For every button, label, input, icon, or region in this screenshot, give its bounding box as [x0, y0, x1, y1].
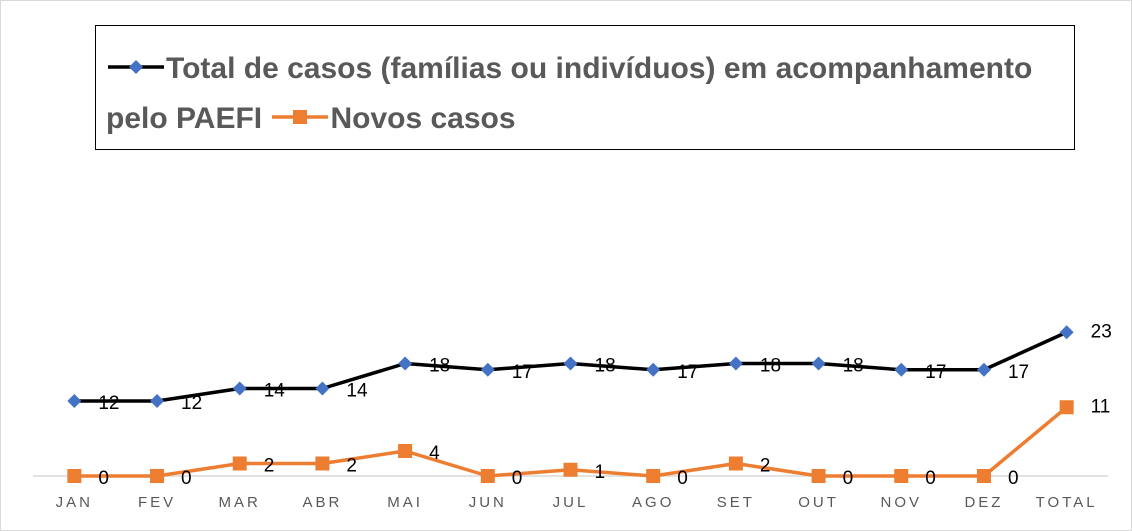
point	[728, 456, 743, 471]
data-label: 17	[1008, 362, 1029, 383]
legend-key	[108, 60, 164, 75]
data-label: 17	[925, 362, 946, 383]
point	[894, 469, 909, 483]
point	[398, 356, 413, 371]
data-label: 11	[1091, 396, 1111, 417]
legend-item: Novos casos	[270, 102, 516, 135]
legend-marker	[293, 110, 308, 125]
point	[315, 456, 330, 471]
data-label: 14	[346, 381, 368, 402]
point	[976, 362, 991, 377]
data-label: 17	[677, 362, 698, 383]
point	[232, 456, 247, 471]
data-label: 0	[677, 468, 688, 489]
point	[728, 356, 743, 371]
legend-label: Novos casos	[330, 102, 516, 135]
data-label: 0	[512, 468, 523, 489]
point	[1059, 325, 1074, 340]
point	[811, 469, 826, 483]
point	[480, 469, 495, 483]
data-label: 1	[595, 462, 606, 483]
point	[811, 356, 826, 371]
x-tick-label: SET	[717, 494, 755, 511]
point	[315, 381, 330, 396]
point	[67, 394, 82, 408]
point	[67, 469, 82, 483]
data-label: 2	[760, 456, 771, 477]
legend-marker	[129, 60, 143, 75]
point	[480, 362, 495, 377]
data-label: 18	[760, 356, 781, 377]
x-tick-label: DEZ	[964, 494, 1003, 511]
x-tick-label: OUT	[798, 494, 839, 511]
data-label: 2	[346, 456, 357, 477]
x-tick-label: TOTAL	[1036, 494, 1098, 511]
x-tick-label: JAN	[56, 494, 93, 511]
data-label: 0	[925, 468, 936, 489]
x-tick-label: MAR	[219, 494, 261, 511]
x-tick-label: JUN	[469, 494, 507, 511]
x-tick-label: NOV	[881, 494, 923, 511]
point	[646, 362, 661, 377]
point	[1059, 400, 1074, 415]
point	[646, 469, 661, 483]
legend-label: Total de casos (famílias ou indivíduos) …	[106, 52, 1033, 135]
x-tick-label: JUL	[553, 494, 589, 511]
point	[563, 462, 578, 477]
x-tick-label: AGO	[632, 494, 674, 511]
legend: Total de casos (famílias ou indivíduos) …	[95, 25, 1075, 150]
data-label: 14	[264, 381, 286, 402]
data-label: 0	[843, 468, 854, 489]
data-label: 23	[1091, 321, 1112, 342]
point	[976, 469, 991, 483]
point	[398, 444, 413, 458]
data-label: 18	[843, 356, 864, 377]
x-tick-label: ABR	[303, 494, 343, 511]
data-label: 17	[512, 362, 533, 383]
point	[894, 362, 909, 377]
data-label: 2	[264, 456, 275, 477]
data-label: 12	[98, 393, 119, 414]
point	[150, 469, 165, 483]
legend-key	[272, 110, 329, 125]
data-label: 18	[429, 356, 450, 377]
point	[150, 394, 165, 408]
data-label: 0	[98, 468, 109, 489]
x-tick-label: FEV	[138, 494, 176, 511]
point	[563, 356, 578, 371]
data-label: 4	[429, 443, 440, 464]
data-label: 0	[1008, 468, 1019, 489]
data-label: 0	[181, 468, 192, 489]
x-tick-label: MAI	[387, 494, 423, 511]
data-label: 12	[181, 393, 202, 414]
legend-item: Total de casos (famílias ou indivíduos) …	[106, 52, 1032, 135]
point	[232, 381, 247, 396]
data-label: 18	[595, 356, 616, 377]
